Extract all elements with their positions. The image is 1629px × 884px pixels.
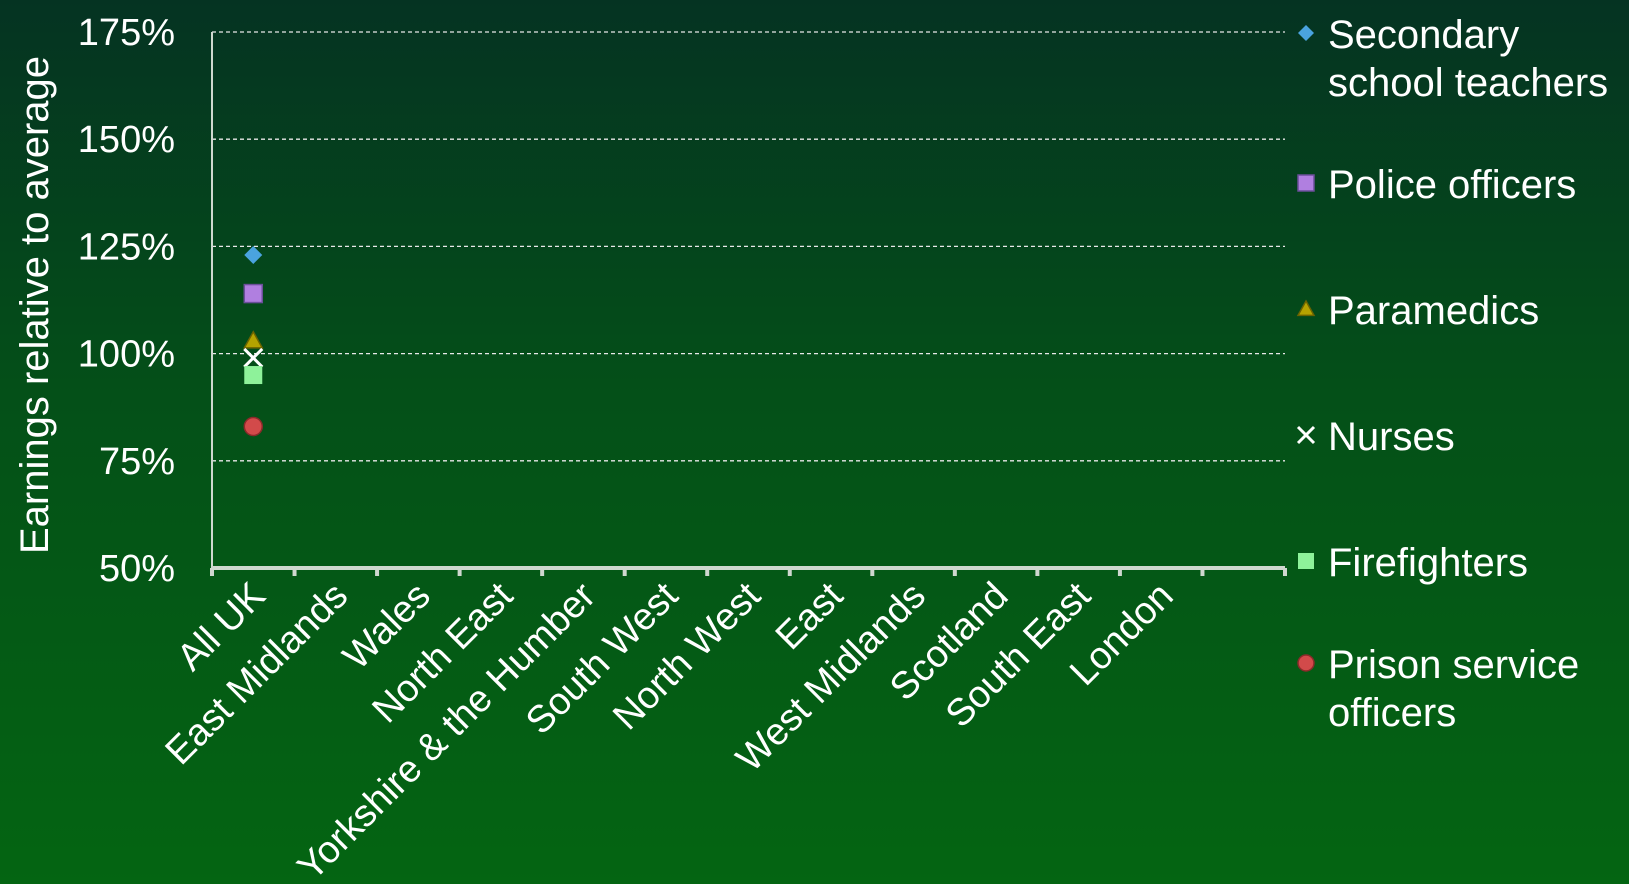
data-point <box>244 245 263 264</box>
data-point <box>244 366 263 385</box>
legend-label: school teachers <box>1328 61 1608 105</box>
data-point <box>243 347 264 368</box>
legend-label: Nurses <box>1328 415 1455 459</box>
data-point <box>243 283 264 304</box>
legend-item: Nurses <box>1296 415 1455 459</box>
y-tick-label: 150% <box>78 119 175 161</box>
y-tick-label: 100% <box>78 334 175 376</box>
y-axis-label: Earnings relative to average <box>13 56 57 554</box>
y-tick-labels: 50% 75% 100% 125% 150% 175% <box>78 12 175 590</box>
legend-label: Prison service <box>1328 643 1579 687</box>
legend-item: Police officers <box>1297 163 1576 207</box>
legend-label: officers <box>1328 691 1456 735</box>
legend-marker <box>1297 174 1315 192</box>
legend-label: Paramedics <box>1328 289 1539 333</box>
axes <box>210 32 1287 576</box>
data-point <box>242 330 264 349</box>
legend-marker <box>1298 25 1314 41</box>
data-points <box>242 245 264 437</box>
legend-label: Police officers <box>1328 163 1576 207</box>
legend-marker <box>1297 654 1315 672</box>
y-tick-label: 125% <box>78 226 175 268</box>
y-tick-label: 50% <box>99 548 175 590</box>
gridlines <box>212 31 1285 462</box>
legend-marker <box>1298 553 1314 569</box>
legend-item: Paramedics <box>1296 289 1539 333</box>
y-tick-label: 175% <box>78 12 175 54</box>
data-point <box>243 416 264 437</box>
legend-item: Firefighters <box>1298 541 1528 585</box>
legend-label: Firefighters <box>1328 541 1528 585</box>
legend-marker <box>1296 425 1316 445</box>
y-tick-label: 75% <box>99 441 175 483</box>
legend-marker <box>1296 299 1316 317</box>
legend-label: Secondary <box>1328 13 1519 57</box>
